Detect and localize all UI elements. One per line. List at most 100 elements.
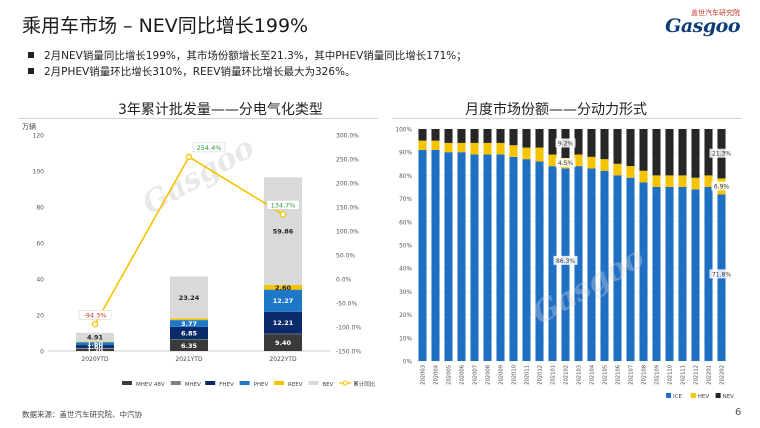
bar-segment [264, 284, 302, 290]
x-tick-label: 202110 [668, 365, 674, 385]
y-tick-label: 30% [399, 290, 412, 296]
bar-segment [548, 154, 557, 167]
annotation-label: 9.2% [558, 141, 574, 148]
y-tick-label: 0% [403, 360, 413, 366]
page-number: 6 [735, 407, 742, 418]
bar-segment [457, 129, 466, 143]
bar-segment [574, 129, 583, 155]
bar-segment [444, 152, 453, 361]
bar-segment [76, 341, 114, 343]
annotation-box [711, 181, 732, 191]
annotation-label: 6.9% [714, 183, 730, 190]
x-tick-label: 2022YTD [269, 356, 297, 363]
monthly-share-chart: 0% 10% 20% 30% 40% 50% 60% 70% 80% 90% 100% 202003 2… [395, 128, 734, 401]
bar-segment [470, 142, 479, 155]
bar-segment [652, 129, 661, 176]
bar-segment [170, 326, 208, 340]
bar-segment [170, 339, 208, 340]
x-tick-label: 2021YTD [175, 356, 203, 363]
bar-value-label: 9.40 [275, 339, 292, 347]
bar-segment [652, 175, 661, 187]
legend-swatch [170, 381, 181, 385]
bar-segment [678, 187, 687, 361]
x-tick-label: 202107 [629, 365, 635, 385]
line-point [279, 211, 287, 218]
line-label-box [78, 310, 112, 320]
bar-segment [574, 154, 583, 167]
legend-marker [342, 380, 348, 386]
x-tick-label: 2020YTD [81, 356, 109, 363]
y-tick-label: 80 [36, 205, 44, 212]
bar-segment [678, 129, 687, 176]
line-point [91, 321, 99, 328]
legend-swatch [274, 381, 284, 385]
bullet-text: 2月NEV销量同比增长199%，其市场份额增长至21.3%，其中PHEV销量同比… [44, 50, 467, 62]
bullet-marker [28, 68, 34, 74]
bar-segment [431, 140, 440, 150]
y-tick-label: 20% [399, 313, 412, 319]
x-tick-label: 202105 [603, 365, 609, 385]
bar-segment [587, 129, 596, 157]
bar-segment [418, 129, 427, 141]
gasgoo-logo: 盖世汽车研究院 Gasgoo [640, 8, 740, 38]
y2-tick-label: -100.0% [336, 325, 361, 332]
legend-swatch [239, 381, 250, 385]
summary-bullets: 2月NEV销量同比增长199%，其市场份额增长至21.3%，其中PHEV销量同比… [28, 48, 467, 80]
bar-segment [665, 175, 674, 187]
x-tick-label: 202202 [720, 365, 726, 385]
annotation-label: 21.3% [712, 151, 731, 158]
bar-segment [496, 154, 505, 361]
x-tick-label: 202109 [655, 365, 661, 385]
bar-value-label: 1.60 [87, 340, 104, 348]
bullet-text: 2月PHEV销量环比增长310%，REEV销量环比增长最大为326%。 [44, 66, 356, 78]
bar-segment [548, 129, 557, 155]
y-axis-unit: 万辆 [22, 122, 36, 131]
bar-segment [639, 182, 648, 361]
y-tick-label: 40% [399, 267, 412, 273]
bar-segment [535, 147, 544, 162]
bar-segment [613, 175, 622, 361]
bullet-item: 2月PHEV销量环比增长310%，REEV销量环比增长最大为326%。 [28, 64, 467, 80]
bar-segment [264, 177, 302, 285]
legend-label: REEV [288, 382, 303, 388]
y-tick-label: 100 [33, 169, 45, 176]
bar-segment [665, 129, 674, 176]
x-tick-label: 202009 [499, 365, 505, 385]
bar-segment [483, 142, 492, 155]
bar-segment [483, 129, 492, 143]
y2-tick-label: 50.0% [336, 253, 355, 260]
x-tick-label: 202108 [642, 365, 648, 385]
y-tick-label: 80% [399, 174, 412, 180]
bar-value-label: 12.21 [273, 319, 294, 327]
bar-segment [264, 333, 302, 335]
legend-swatch [666, 393, 671, 398]
bar-segment [600, 129, 609, 160]
bar-segment [704, 187, 713, 361]
line-label-box [266, 200, 300, 210]
bar-segment [548, 166, 557, 361]
bar-segment [444, 142, 453, 153]
x-tick-label: 202005 [447, 365, 453, 385]
x-tick-label: 202102 [564, 365, 570, 385]
bar-value-label: 6.85 [181, 330, 198, 338]
bar-value-label: 1.20 [87, 346, 104, 354]
y-tick-label: 60% [399, 220, 412, 226]
y2-tick-label: 0.0% [336, 277, 352, 284]
bar-segment [264, 311, 302, 334]
legend-swatch [690, 393, 696, 398]
legend-label: 累计同比 [353, 380, 376, 388]
bar-segment [691, 177, 700, 190]
bar-segment [665, 187, 674, 361]
bar-segment [418, 149, 427, 361]
annotation-label: 86.3% [556, 258, 575, 265]
line-value-label: -94.3% [84, 311, 107, 319]
line-value-label: 254.4% [197, 144, 222, 152]
bar-segment [652, 187, 661, 361]
bar-segment [600, 159, 609, 171]
legend-swatch [122, 381, 132, 385]
bar-segment [509, 145, 518, 157]
x-tick-label: 202010 [512, 365, 518, 385]
line-label-box [192, 142, 226, 153]
bar-segment [470, 154, 479, 361]
right-chart-title: 月度市场份额——分动力形式 [465, 102, 647, 118]
